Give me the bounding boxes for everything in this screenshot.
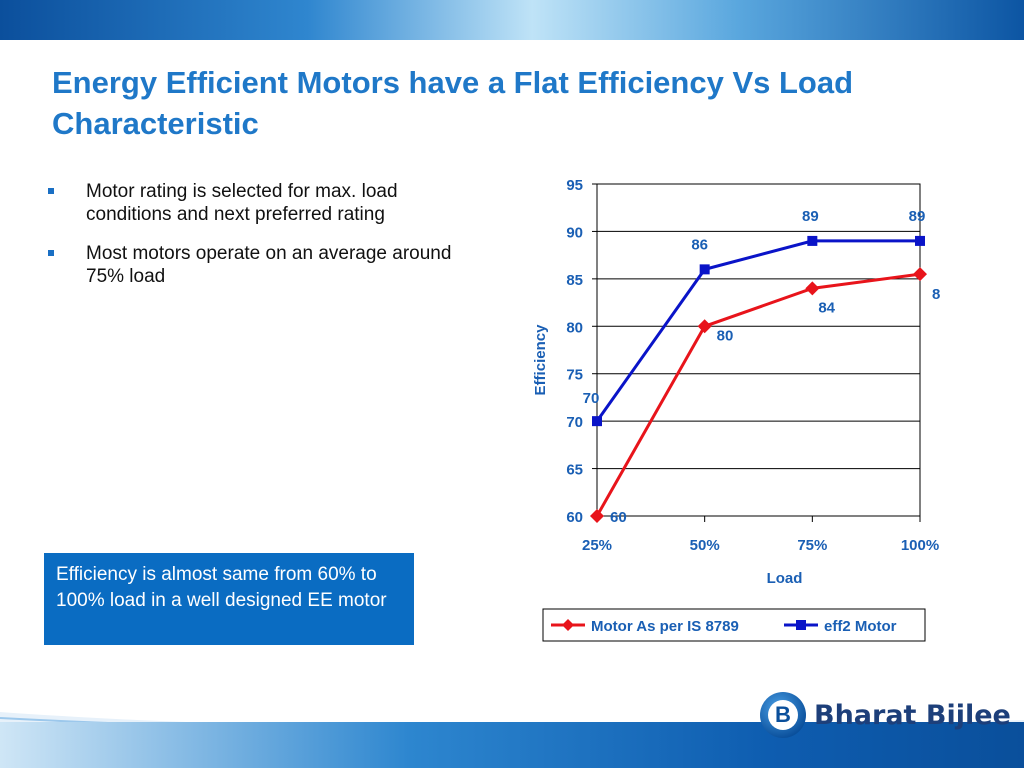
data-label: 85.5 — [932, 286, 940, 303]
data-point — [590, 509, 604, 523]
y-tick-label: 65 — [566, 462, 583, 479]
bullet-list: Motor rating is selected for max. load c… — [48, 180, 488, 304]
legend-label: Motor As per IS 8789 — [591, 618, 739, 635]
x-tick-label: 100% — [901, 537, 939, 554]
x-tick-label: 25% — [582, 537, 612, 554]
y-tick-label: 95 — [566, 177, 583, 194]
logo-emblem-icon: B — [760, 692, 806, 738]
x-tick-label: 50% — [690, 537, 720, 554]
bullet-item: Most motors operate on an average around… — [48, 242, 488, 288]
data-point — [915, 235, 925, 246]
bottom-band — [0, 722, 1024, 768]
data-label: 89 — [802, 208, 819, 225]
data-label: 89 — [909, 208, 926, 225]
series-line — [595, 239, 920, 423]
data-point — [913, 267, 927, 282]
x-axis-label: Load — [767, 570, 803, 587]
bullet-text: Most motors operate on an average around… — [86, 243, 452, 287]
y-axis-label: Efficiency — [532, 324, 549, 396]
y-tick-label: 75 — [566, 367, 583, 384]
legend-marker — [562, 619, 574, 631]
company-logo: B Bharat Bijlee — [760, 688, 1011, 744]
data-point — [805, 281, 820, 296]
bullet-item: Motor rating is selected for max. load c… — [48, 180, 488, 226]
data-label: 86 — [691, 236, 708, 253]
series-line — [595, 272, 921, 517]
bullet-text: Motor rating is selected for max. load c… — [86, 181, 398, 225]
y-tick-label: 60 — [566, 509, 583, 526]
legend-label: eff2 Motor — [824, 618, 897, 635]
top-banner — [0, 0, 1024, 40]
data-label: 60 — [610, 509, 627, 526]
legend-marker — [796, 620, 806, 630]
y-tick-label: 80 — [566, 319, 583, 336]
data-label: 70 — [583, 390, 600, 407]
data-label: 80 — [717, 327, 734, 344]
data-label: 84 — [818, 299, 835, 316]
data-point — [697, 319, 712, 334]
callout-text: Efficiency is almost same from 60% to 10… — [56, 564, 387, 611]
data-point — [592, 416, 602, 427]
x-tick-label: 75% — [797, 537, 827, 554]
logo-text: Bharat Bijlee — [814, 700, 1011, 731]
slide-title: Energy Efficient Motors have a Flat Effi… — [52, 65, 854, 141]
legend-box — [542, 608, 926, 642]
bullet-square-icon — [48, 250, 54, 256]
plot-area — [596, 183, 921, 517]
callout-box: Efficiency is almost same from 60% to 10… — [44, 553, 414, 645]
y-tick-label: 85 — [566, 272, 583, 289]
data-point — [699, 264, 710, 275]
y-tick-label: 70 — [566, 414, 583, 431]
bullet-square-icon — [48, 188, 54, 194]
data-point — [807, 235, 818, 246]
y-tick-label: 90 — [566, 224, 583, 241]
